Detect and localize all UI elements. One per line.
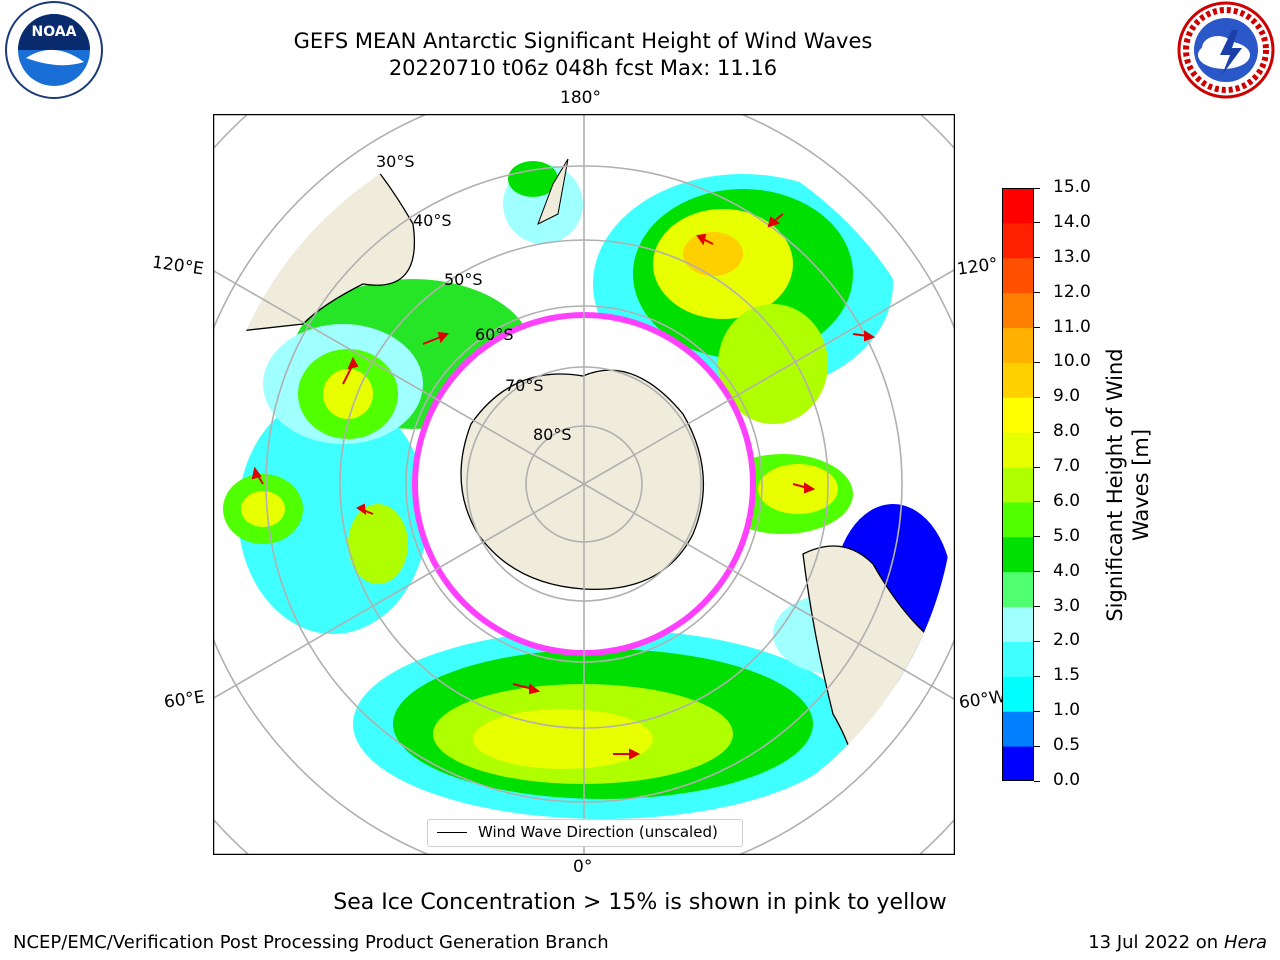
wind-arrow bbox=[767, 213, 784, 228]
lat-label-30s: 30°S bbox=[376, 152, 415, 171]
wind-arrow bbox=[251, 466, 264, 485]
colorbar-tick-label: 1.0 bbox=[1053, 700, 1081, 721]
wind-arrow bbox=[792, 482, 816, 494]
wave-height-map bbox=[213, 114, 955, 855]
colorbar-label: Significant Height of Wind Waves [m] bbox=[1103, 348, 1153, 622]
lon-label-120e: 120°E bbox=[150, 252, 205, 280]
lon-label-120w: 120° bbox=[955, 254, 1000, 280]
colorbar-tick-label: 14.0 bbox=[1053, 211, 1091, 232]
colorbar-tick-label: 13.0 bbox=[1053, 246, 1091, 267]
wind-arrow bbox=[342, 356, 359, 385]
colorbar-tick-mark bbox=[1034, 431, 1040, 433]
colorbar-tick-label: 0.0 bbox=[1053, 770, 1081, 790]
meridian bbox=[583, 483, 955, 701]
lon-label-180: 180° bbox=[560, 88, 601, 108]
colorbar-tick-mark bbox=[1034, 571, 1040, 573]
colorbar-band bbox=[1002, 501, 1034, 538]
colorbar-band bbox=[1002, 746, 1034, 781]
colorbar-tick-mark bbox=[1034, 361, 1040, 363]
colorbar-band bbox=[1002, 676, 1034, 712]
colorbar-tick-label: 10.0 bbox=[1053, 351, 1091, 372]
wind-arrow bbox=[512, 683, 541, 695]
colorbar-tick-label: 12.0 bbox=[1053, 281, 1091, 302]
colorbar-tick-mark bbox=[1034, 187, 1040, 189]
colorbar-tick-label: 8.0 bbox=[1053, 421, 1081, 442]
colorbar-band bbox=[1002, 362, 1034, 398]
colorbar-band bbox=[1002, 327, 1034, 363]
lon-label-60e: 60°E bbox=[162, 687, 207, 713]
lat-label-60s: 60°S bbox=[475, 325, 514, 344]
colorbar-tick-mark bbox=[1034, 675, 1040, 677]
colorbar-tick-mark bbox=[1034, 606, 1040, 608]
colorbar-band bbox=[1002, 257, 1034, 294]
meridian bbox=[583, 268, 955, 485]
wind-arrows bbox=[251, 213, 876, 760]
colorbar-band bbox=[1002, 606, 1034, 642]
colorbar-band bbox=[1002, 188, 1034, 224]
meridian bbox=[213, 483, 585, 700]
colorbar-tick-label: 0.5 bbox=[1053, 735, 1081, 756]
footer-right: 13 Jul 2022 on Hera bbox=[1088, 932, 1267, 953]
lat-label-70s: 70°S bbox=[505, 376, 544, 395]
colorbar-tick-mark bbox=[1034, 466, 1040, 468]
colorbar-tick-mark bbox=[1034, 327, 1040, 329]
colorbar-tick-label: 2.0 bbox=[1053, 630, 1081, 651]
chart-subtitle: 20220710 t06z 048h fcst Max: 11.16 bbox=[388, 56, 778, 80]
map-frame bbox=[213, 114, 955, 855]
colorbar-tick-mark bbox=[1034, 257, 1040, 259]
legend-label: Wind Wave Direction (unscaled) bbox=[478, 823, 718, 841]
colorbar-tick-label: 1.5 bbox=[1053, 665, 1081, 686]
chart-title: GEFS MEAN Antarctic Significant Height o… bbox=[293, 29, 873, 53]
lon-label-0: 0° bbox=[573, 857, 593, 877]
colorbar-band bbox=[1002, 222, 1034, 259]
lat-label-80s: 80°S bbox=[533, 425, 572, 444]
colorbar-band bbox=[1002, 571, 1034, 608]
colorbar-tick-mark bbox=[1034, 640, 1040, 642]
colorbar-tick-label: 15.0 bbox=[1053, 177, 1091, 197]
colorbar-band bbox=[1002, 641, 1034, 677]
graticule bbox=[213, 114, 955, 855]
antarctica-land bbox=[460, 369, 705, 591]
colorbar-tick-label: 6.0 bbox=[1053, 490, 1081, 511]
lat-label-50s: 50°S bbox=[444, 270, 483, 289]
wind-arrow bbox=[356, 503, 374, 516]
colorbar-tick-mark bbox=[1034, 710, 1040, 712]
wind-arrow bbox=[852, 330, 876, 342]
colorbar-tick-mark bbox=[1034, 396, 1040, 398]
meridian bbox=[213, 269, 585, 485]
colorbar-band bbox=[1002, 467, 1034, 503]
colorbar-tick-label: 11.0 bbox=[1053, 316, 1091, 337]
colorbar-tick-mark bbox=[1034, 222, 1040, 224]
colorbar-band bbox=[1002, 432, 1034, 468]
colorbar-tick-mark bbox=[1034, 745, 1040, 747]
colorbar-tick-label: 5.0 bbox=[1053, 525, 1081, 546]
wind-arrow bbox=[613, 748, 641, 760]
map-legend: Wind Wave Direction (unscaled) bbox=[427, 819, 743, 847]
lon-label-60w: 60°W bbox=[957, 686, 1008, 714]
legend-line-icon bbox=[437, 832, 467, 833]
colorbar-tick-mark bbox=[1034, 536, 1040, 538]
footer-left: NCEP/EMC/Verification Post Processing Pr… bbox=[13, 932, 609, 953]
colorbar-band bbox=[1002, 536, 1034, 573]
colorbar bbox=[1002, 188, 1034, 781]
colorbar-tick-label: 7.0 bbox=[1053, 456, 1081, 477]
noaa-logo-icon: NOAA bbox=[5, 1, 103, 99]
noaa-text: NOAA bbox=[32, 24, 77, 40]
colorbar-tick-mark bbox=[1034, 780, 1040, 782]
colorbar-tick-mark bbox=[1034, 292, 1040, 294]
colorbar-tick-label: 9.0 bbox=[1053, 386, 1081, 407]
colorbar-tick-label: 3.0 bbox=[1053, 595, 1081, 616]
colorbar-tick-mark bbox=[1034, 501, 1040, 503]
nws-logo-icon bbox=[1177, 1, 1275, 99]
colorbar-tick-label: 4.0 bbox=[1053, 560, 1081, 581]
lat-label-40s: 40°S bbox=[413, 211, 452, 230]
wind-arrow bbox=[696, 233, 714, 246]
colorbar-band bbox=[1002, 292, 1034, 329]
colorbar-band bbox=[1002, 711, 1034, 747]
sea-ice-note: Sea Ice Concentration > 15% is shown in … bbox=[333, 890, 947, 915]
colorbar-band bbox=[1002, 397, 1034, 433]
wind-arrow bbox=[422, 331, 449, 345]
